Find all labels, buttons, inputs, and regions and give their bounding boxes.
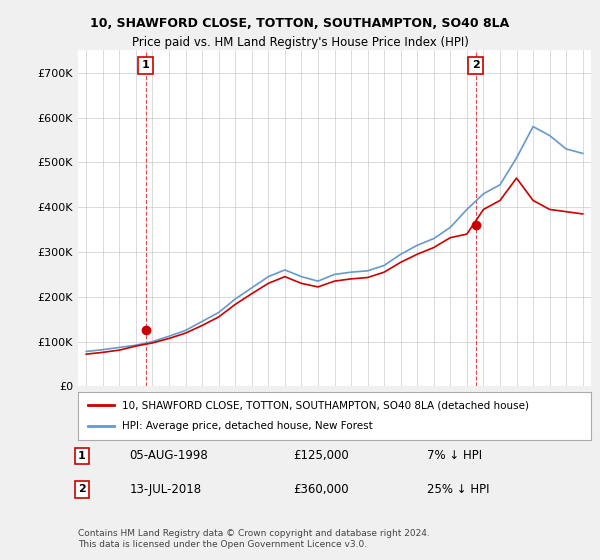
Text: Price paid vs. HM Land Registry's House Price Index (HPI): Price paid vs. HM Land Registry's House …	[131, 36, 469, 49]
Text: 1: 1	[78, 451, 86, 461]
Text: 13-JUL-2018: 13-JUL-2018	[130, 483, 202, 496]
Text: 10, SHAWFORD CLOSE, TOTTON, SOUTHAMPTON, SO40 8LA: 10, SHAWFORD CLOSE, TOTTON, SOUTHAMPTON,…	[91, 17, 509, 30]
Text: 05-AUG-1998: 05-AUG-1998	[130, 449, 208, 463]
Text: 1: 1	[142, 60, 149, 71]
Text: £360,000: £360,000	[293, 483, 349, 496]
Text: 7% ↓ HPI: 7% ↓ HPI	[427, 449, 482, 463]
Text: Contains HM Land Registry data © Crown copyright and database right 2024.
This d: Contains HM Land Registry data © Crown c…	[78, 529, 430, 549]
Text: 2: 2	[78, 484, 86, 494]
Text: £125,000: £125,000	[293, 449, 349, 463]
Text: 2: 2	[472, 60, 479, 71]
Text: HPI: Average price, detached house, New Forest: HPI: Average price, detached house, New …	[122, 421, 373, 431]
Text: 25% ↓ HPI: 25% ↓ HPI	[427, 483, 490, 496]
Text: 10, SHAWFORD CLOSE, TOTTON, SOUTHAMPTON, SO40 8LA (detached house): 10, SHAWFORD CLOSE, TOTTON, SOUTHAMPTON,…	[122, 400, 529, 410]
